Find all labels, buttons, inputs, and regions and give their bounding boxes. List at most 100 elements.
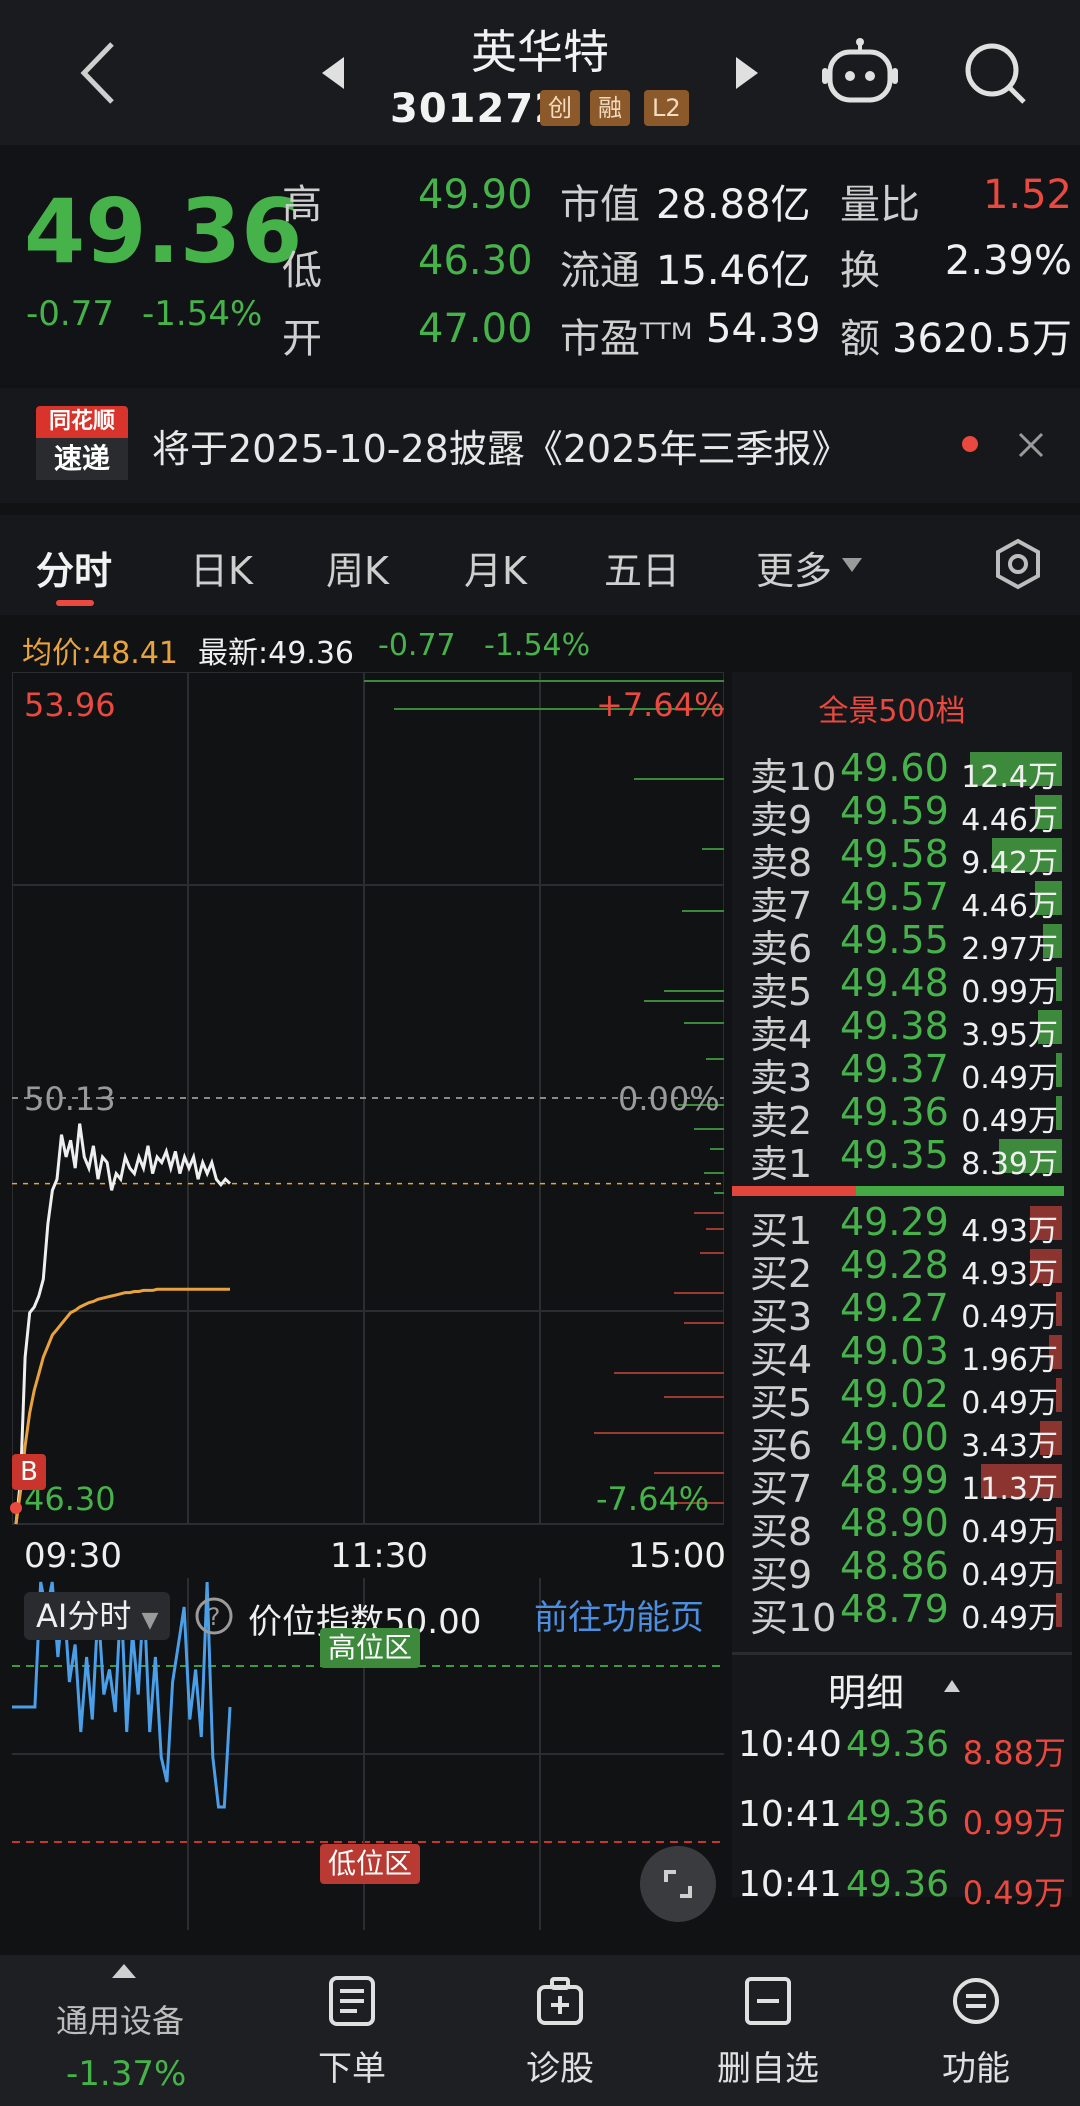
orderbook-row[interactable]: 卖4 49.38 3.95万 (732, 1004, 1072, 1057)
level-price: 49.00 (840, 1415, 949, 1459)
orderbook-row[interactable]: 卖8 49.58 9.42万 (732, 832, 1072, 885)
bid-list: 买1 49.29 4.93万 买2 49.28 4.93万 买3 49.27 0.49万 买4 49… (732, 1200, 1072, 1640)
amount-value: 3620.5万 (892, 316, 1072, 362)
orderbook-row[interactable]: 卖9 49.59 4.46万 (732, 789, 1072, 842)
robot-icon[interactable] (822, 38, 898, 108)
level-price: 48.99 (840, 1458, 949, 1502)
news-text[interactable]: 将于2025-10-28披露《2025年三季报》 (152, 427, 850, 471)
orderbook-row[interactable]: 买2 49.28 4.93万 (732, 1243, 1072, 1296)
close-icon[interactable] (1016, 430, 1046, 460)
level-name: 买2 (750, 1252, 813, 1296)
orderbook-row[interactable]: 买7 48.99 11.3万 (732, 1458, 1072, 1511)
trade-time: 10:40 (738, 1724, 842, 1765)
orderbook-row[interactable]: 卖3 49.37 0.49万 (732, 1047, 1072, 1100)
level-volume: 0.49万 (961, 1104, 1058, 1139)
depth-bar-ask (664, 990, 724, 992)
volume-bar (970, 752, 1062, 786)
level-volume: 0.49万 (961, 1515, 1058, 1550)
y-top-label: 53.96 (24, 686, 116, 724)
news-logo: 同花顺 速递 (36, 406, 128, 480)
orderbook-row[interactable]: 买3 49.27 0.49万 (732, 1286, 1072, 1339)
orderbook-row[interactable]: 卖6 49.55 2.97万 (732, 918, 1072, 971)
remove-box-icon (745, 1977, 791, 2025)
orderbook-row[interactable]: 买6 49.00 3.43万 (732, 1415, 1072, 1468)
ask-bid-ratio-green (856, 1186, 1064, 1196)
depth-bar-ask (706, 1058, 724, 1060)
depth-bar-ask (714, 1192, 724, 1194)
goto-feature-link[interactable]: 前往功能页 (534, 1598, 704, 1638)
level-volume: 4.93万 (961, 1257, 1058, 1292)
tab-five-day[interactable]: 五日 (604, 549, 681, 593)
buy-marker[interactable]: B (12, 1454, 46, 1490)
level-volume: 9.42万 (961, 846, 1058, 881)
orderbook-row[interactable]: 买10 48.79 0.49万 (732, 1587, 1072, 1640)
depth-bar-bid (664, 1396, 724, 1398)
depth-bar-bid (684, 1322, 724, 1324)
low-value: 46.30 (418, 238, 533, 284)
volume-bar (1035, 881, 1062, 915)
nav-function[interactable]: 功能 (906, 1975, 1046, 2090)
sector-name[interactable]: 通用设备 (56, 2002, 185, 2040)
orderbook-row[interactable]: 卖10 49.60 12.4万 (732, 746, 1072, 799)
volume-bar (991, 838, 1062, 872)
level-name: 卖9 (750, 798, 813, 842)
help-icon[interactable]: ? (194, 1596, 234, 1636)
pe-label: 市盈ᵀᵀᴹ (560, 316, 693, 362)
settings-hex-icon[interactable] (992, 538, 1044, 590)
level-name: 卖8 (750, 841, 813, 885)
orderbook-row[interactable]: 买8 48.90 0.49万 (732, 1501, 1072, 1554)
level-price: 49.02 (840, 1372, 949, 1416)
mktcap-value: 28.88亿 (656, 182, 811, 228)
current-price: 49.36 (24, 180, 303, 283)
intraday-chart[interactable] (12, 672, 724, 1932)
tag-rong: 融 (590, 90, 630, 126)
level-price: 49.03 (840, 1329, 949, 1373)
level-price: 49.27 (840, 1286, 949, 1330)
price-change: -0.77 (26, 294, 114, 334)
orderbook-row[interactable]: 卖7 49.57 4.46万 (732, 875, 1072, 928)
tab-intraday[interactable]: 分时 (36, 549, 113, 593)
back-icon[interactable] (78, 40, 118, 106)
detail-title[interactable]: 明细 (828, 1671, 905, 1715)
nav-diagnose[interactable]: 诊股 (490, 1975, 630, 2090)
trade-row: 10:41 49.36 0.99万 (732, 1794, 1072, 1850)
depth-bar-bid (594, 1432, 724, 1434)
level-name: 买5 (750, 1381, 813, 1425)
orderbook-row[interactable]: 卖1 49.35 8.39万 (732, 1133, 1072, 1186)
depth-bar-ask (364, 680, 724, 682)
nav-remove-watchlist[interactable]: 删自选 (698, 1975, 838, 2090)
nav-order-label: 下单 (318, 2049, 386, 2089)
orderbook-title[interactable]: 全景500档 (818, 694, 966, 729)
trade-volume: 0.99万 (962, 1804, 1066, 1842)
orderbook-row[interactable]: 卖2 49.36 0.49万 (732, 1090, 1072, 1143)
level-price: 49.38 (840, 1004, 949, 1048)
tab-monthly-k[interactable]: 月K (464, 549, 527, 593)
depth-bars (364, 680, 724, 1504)
orderbook-row[interactable]: 卖5 49.48 0.99万 (732, 961, 1072, 1014)
depth-bar-bid (654, 1472, 724, 1474)
volume-bar (1042, 924, 1062, 958)
tab-daily-k[interactable]: 日K (190, 549, 253, 593)
bottom-nav (0, 1955, 1080, 2106)
nav-order[interactable]: 下单 (282, 1975, 422, 2090)
orderbook-row[interactable]: 买9 48.86 0.49万 (732, 1544, 1072, 1597)
depth-bar-ask (678, 1104, 724, 1106)
ai-intraday-dropdown[interactable]: AI分时 ▼ (24, 1592, 171, 1640)
menu-circle-icon (953, 1978, 999, 2024)
x-label-open: 09:30 (24, 1536, 122, 1576)
next-stock-icon[interactable] (732, 55, 762, 91)
orderbook-row[interactable]: 买1 49.29 4.93万 (732, 1200, 1072, 1253)
level-price: 49.29 (840, 1200, 949, 1244)
level-price: 49.59 (840, 789, 949, 833)
orderbook-row[interactable]: 买4 49.03 1.96万 (732, 1329, 1072, 1382)
tab-more[interactable]: 更多 (756, 549, 833, 593)
search-icon[interactable] (962, 40, 1028, 106)
tab-weekly-k[interactable]: 周K (326, 549, 389, 593)
prev-stock-icon[interactable] (318, 55, 348, 91)
price-change-pct: -1.54% (142, 294, 263, 334)
level-name: 卖5 (750, 970, 813, 1014)
news-banner[interactable] (0, 388, 1080, 503)
orderbook-row[interactable]: 买5 49.02 0.49万 (732, 1372, 1072, 1425)
buy-point-dot (10, 1502, 22, 1514)
fullscreen-button[interactable] (640, 1846, 716, 1922)
